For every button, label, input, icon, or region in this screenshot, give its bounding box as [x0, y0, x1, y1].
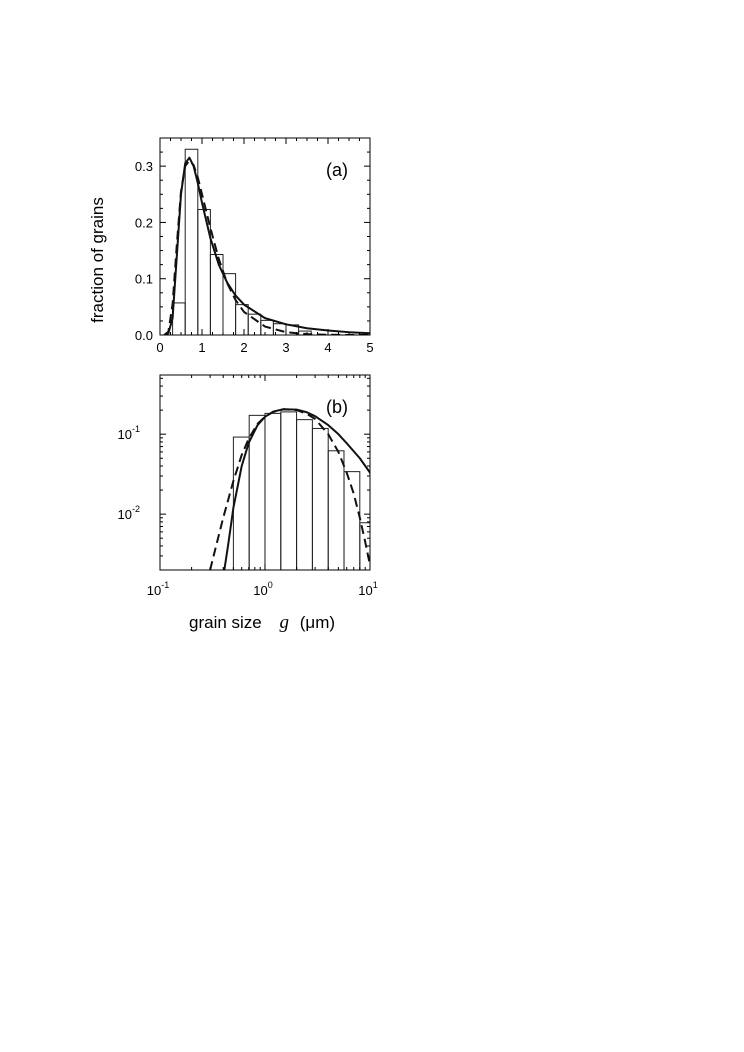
histogram-bar [247, 313, 262, 335]
y-tick-base: 10 [118, 507, 132, 522]
y-tick-label: 0.0 [135, 328, 153, 343]
tick-marks [159, 138, 371, 336]
histogram-bar [327, 450, 345, 570]
x-tick-label: 5 [366, 340, 373, 355]
fit-curves [209, 408, 370, 570]
panel-label: (a) [326, 160, 348, 180]
histogram-bar [222, 273, 237, 335]
x-tick-base: 10 [253, 583, 267, 598]
panel-label: (b) [326, 397, 348, 417]
histogram [232, 411, 370, 570]
x-tick-exp: -1 [161, 580, 169, 590]
x-tick-label: 3 [282, 340, 289, 355]
y-tick-label: 0.1 [135, 272, 153, 287]
x-tick-label: 10-1 [147, 580, 169, 598]
x-tick-base: 10 [147, 583, 161, 598]
x-axis-title-symbol: g [280, 612, 290, 633]
x-axis-title: grain size g (μm) [189, 612, 335, 633]
histogram-bar [264, 412, 282, 570]
y-tick-exp: -1 [132, 424, 140, 434]
x-tick-label: 1 [198, 340, 205, 355]
y-tick-label: 0.2 [135, 215, 153, 230]
histogram-bar [280, 411, 298, 570]
x-tick-base: 10 [358, 583, 372, 598]
y-tick-base: 10 [118, 427, 132, 442]
solid-fit-line [163, 156, 370, 335]
histogram-bar [359, 522, 370, 570]
x-tick-label: 0 [156, 340, 163, 355]
y-tick-label: 0.3 [135, 159, 153, 174]
fit-curves [163, 156, 370, 335]
x-tick-exp: 1 [373, 580, 378, 590]
solid-fit-line [223, 408, 370, 570]
tick-marks [159, 375, 371, 571]
x-tick-label: 101 [358, 580, 377, 598]
tick-labels: 0 1 2 3 4 5 0.0 0.1 0.2 0.3 [135, 159, 374, 355]
histogram-bar [343, 471, 361, 570]
histogram-bar [296, 419, 313, 570]
y-tick-label: 10-1 [118, 424, 140, 442]
y-axis-title: fraction of grains [88, 197, 107, 323]
dashed-fit-line [163, 159, 370, 335]
y-tick-exp: -2 [132, 504, 140, 514]
histogram [172, 148, 312, 335]
histogram-bar [209, 254, 224, 335]
x-tick-label: 4 [324, 340, 331, 355]
x-tick-label: 2 [240, 340, 247, 355]
x-axis-title-text: grain size [189, 613, 262, 632]
dashed-fit-line [209, 408, 370, 570]
histogram-bar [172, 302, 186, 335]
x-tick-label: 100 [253, 580, 272, 598]
y-tick-label: 10-2 [118, 504, 140, 522]
panel-a: 0 1 2 3 4 5 0.0 0.1 0.2 0.3 (a) [135, 137, 374, 355]
x-axis-title-unit: (μm) [300, 613, 335, 632]
histogram-bar [311, 427, 329, 570]
x-tick-exp: 0 [268, 580, 273, 590]
